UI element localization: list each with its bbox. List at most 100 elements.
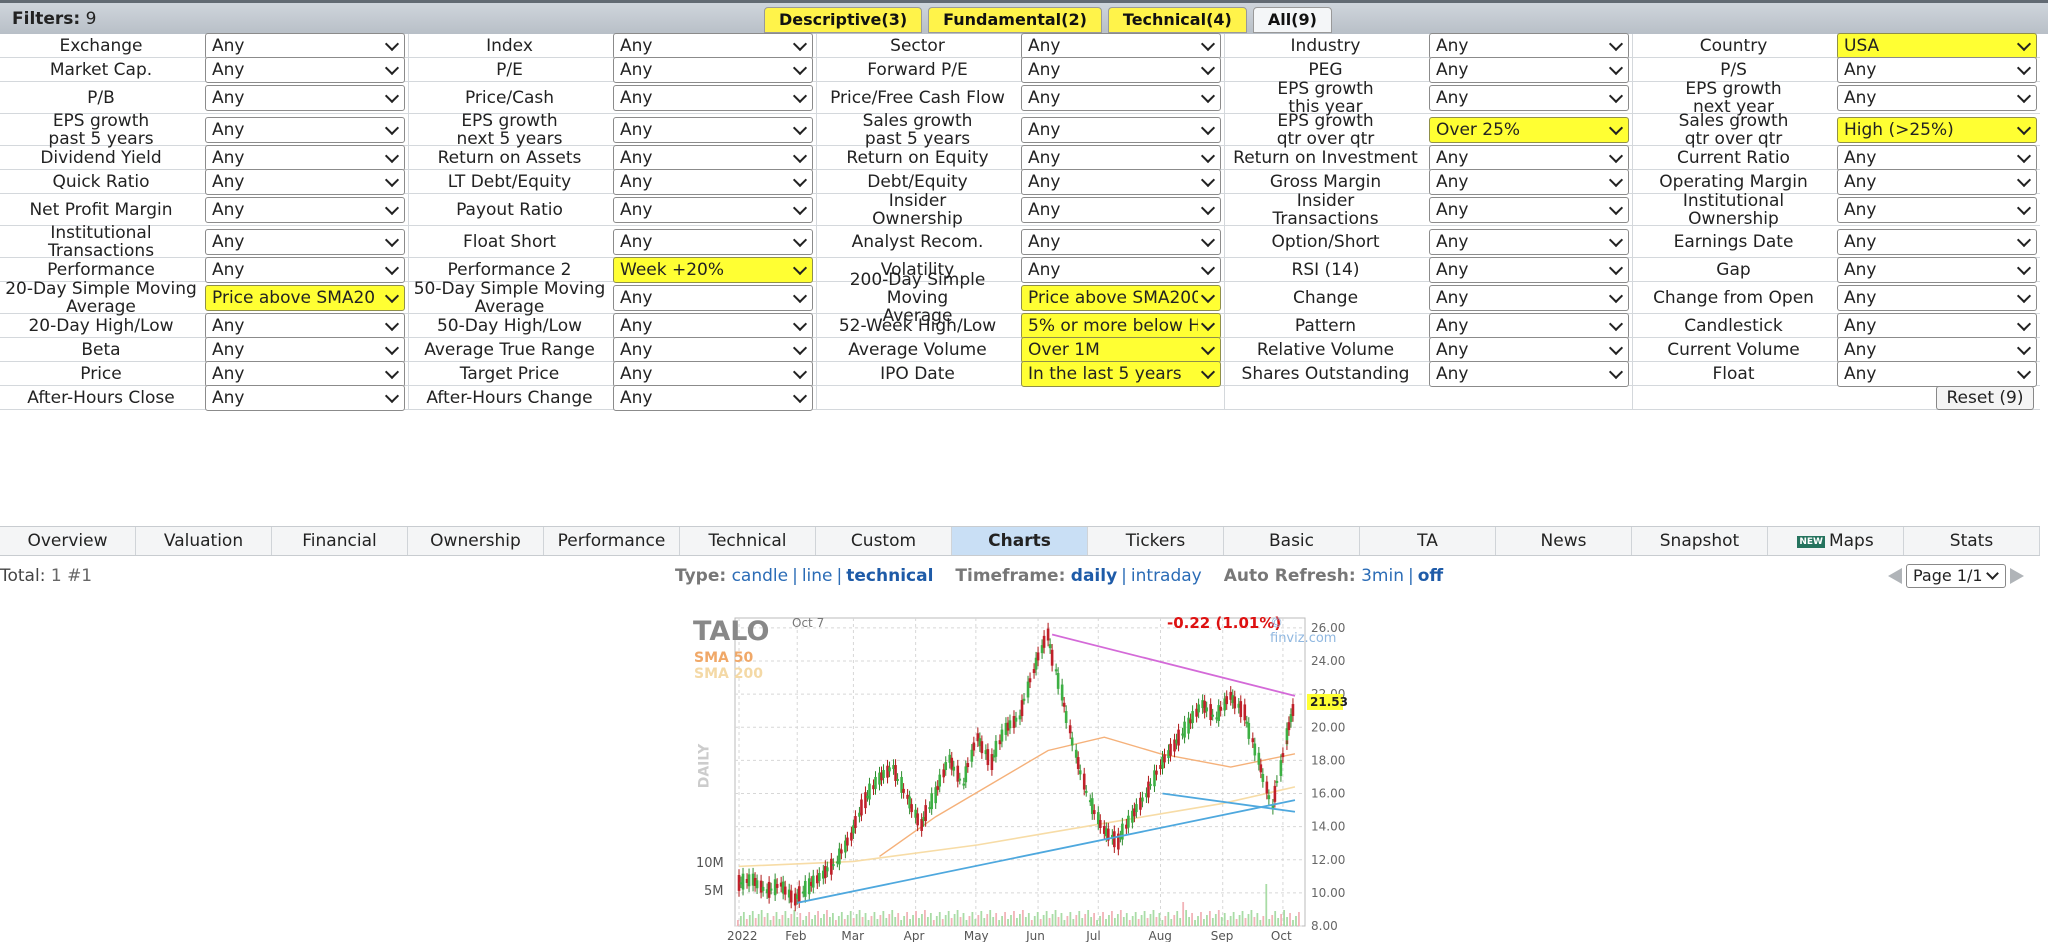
filter-select-average-true-range[interactable]: Any xyxy=(613,336,813,363)
filter-select-forward-p-e[interactable]: Any xyxy=(1021,56,1221,83)
filter-select-50-day-high-low[interactable]: Any xyxy=(613,312,813,339)
filter-select-current-volume[interactable]: Any xyxy=(1837,336,2037,363)
filter-select-shares-outstanding[interactable]: Any xyxy=(1429,360,1629,387)
filter-select-net-profit-margin[interactable]: Any xyxy=(205,196,405,223)
filter-select-p-e[interactable]: Any xyxy=(613,56,813,83)
view-tab-tickers[interactable]: Tickers xyxy=(1088,527,1224,555)
filter-select-p-s[interactable]: Any xyxy=(1837,56,2037,83)
filter-select-debt-equity[interactable]: Any xyxy=(1021,168,1221,195)
filter-select-gross-margin[interactable]: Any xyxy=(1429,168,1629,195)
filter-select-target-price[interactable]: Any xyxy=(613,360,813,387)
filter-select-performance-2[interactable]: Week +20% xyxy=(613,256,813,283)
view-tab-basic[interactable]: Basic xyxy=(1224,527,1360,555)
filter-select-performance[interactable]: Any xyxy=(205,256,405,283)
filter-select-earnings-date[interactable]: Any xyxy=(1837,228,2037,255)
filter-select-return-on-investment[interactable]: Any xyxy=(1429,144,1629,171)
view-tab-custom[interactable]: Custom xyxy=(816,527,952,555)
view-tab-snapshot[interactable]: Snapshot xyxy=(1632,527,1768,555)
filter-select-operating-margin[interactable]: Any xyxy=(1837,168,2037,195)
filter-select-industry[interactable]: Any xyxy=(1429,32,1629,59)
timeframe-option-intraday[interactable]: intraday xyxy=(1130,566,1202,586)
filter-select-option-short[interactable]: Any xyxy=(1429,228,1629,255)
filter-select-price-cash[interactable]: Any xyxy=(613,84,813,111)
tab-technical[interactable]: Technical(4) xyxy=(1107,7,1247,33)
filter-select-sales-growth-past-5-years[interactable]: Any xyxy=(1021,116,1221,143)
filter-select-sector[interactable]: Any xyxy=(1021,32,1221,59)
filter-select-beta[interactable]: Any xyxy=(205,336,405,363)
filter-select-return-on-assets[interactable]: Any xyxy=(613,144,813,171)
refresh-option-off[interactable]: off xyxy=(1417,566,1444,586)
filter-select-candlestick[interactable]: Any xyxy=(1837,312,2037,339)
view-tab-ta[interactable]: TA xyxy=(1360,527,1496,555)
filter-select-index[interactable]: Any xyxy=(613,32,813,59)
filter-select-20-day-high-low[interactable]: Any xyxy=(205,312,405,339)
page-select[interactable]: Page 1/1 xyxy=(1906,564,2006,588)
tab-descriptive[interactable]: Descriptive(3) xyxy=(764,7,923,33)
tab-fundamental[interactable]: Fundamental(2) xyxy=(928,7,1102,33)
filter-select-insider-ownership[interactable]: Any xyxy=(1021,196,1221,223)
view-tab-stats[interactable]: Stats xyxy=(1904,527,2040,555)
filter-select-country[interactable]: USA xyxy=(1837,32,2037,59)
refresh-option-3min[interactable]: 3min xyxy=(1361,566,1404,586)
filter-select-pattern[interactable]: Any xyxy=(1429,312,1629,339)
filter-select-200-day-simple-moving-average[interactable]: Price above SMA200 xyxy=(1021,284,1221,311)
filter-select-50-day-simple-moving-average[interactable]: Any xyxy=(613,284,813,311)
filter-select-peg[interactable]: Any xyxy=(1429,56,1629,83)
view-tab-valuation[interactable]: Valuation xyxy=(136,527,272,555)
filter-select-eps-growth-qtr-over-qtr[interactable]: Over 25% xyxy=(1429,116,1629,143)
filter-select-eps-growth-next-year[interactable]: Any xyxy=(1837,84,2037,111)
filter-select-relative-volume[interactable]: Any xyxy=(1429,336,1629,363)
view-tab-charts[interactable]: Charts xyxy=(952,527,1088,555)
type-option-line[interactable]: line xyxy=(801,566,833,586)
filter-select-change[interactable]: Any xyxy=(1429,284,1629,311)
view-tab-maps[interactable]: NEW Maps xyxy=(1768,527,1904,555)
filter-select-ipo-date[interactable]: In the last 5 years xyxy=(1021,360,1221,387)
filter-select-eps-growth-this-year[interactable]: Any xyxy=(1429,84,1629,111)
filter-select-institutional-transactions[interactable]: Any xyxy=(205,228,405,255)
filter-select-price[interactable]: Any xyxy=(205,360,405,387)
view-tab-news[interactable]: News xyxy=(1496,527,1632,555)
tab-all[interactable]: All(9) xyxy=(1252,7,1332,33)
filter-select-after-hours-close[interactable]: Any xyxy=(205,384,405,411)
view-tab-technical[interactable]: Technical xyxy=(680,527,816,555)
filter-select-volatility[interactable]: Any xyxy=(1021,256,1221,283)
filter-select-return-on-equity[interactable]: Any xyxy=(1021,144,1221,171)
candle-body xyxy=(990,754,994,771)
view-tab-performance[interactable]: Performance xyxy=(544,527,680,555)
filter-select-exchange[interactable]: Any xyxy=(205,32,405,59)
next-page-arrow-icon[interactable] xyxy=(2010,568,2024,584)
filter-select-average-volume[interactable]: Over 1M xyxy=(1021,336,1221,363)
filter-select-rsi-14[interactable]: Any xyxy=(1429,256,1629,283)
filter-select-p-b[interactable]: Any xyxy=(205,84,405,111)
filter-select-quick-ratio[interactable]: Any xyxy=(205,168,405,195)
filter-select-analyst-recom[interactable]: Any xyxy=(1021,228,1221,255)
timeframe-option-daily[interactable]: daily xyxy=(1070,566,1118,586)
view-tab-financial[interactable]: Financial xyxy=(272,527,408,555)
filter-select-price-free-cash-flow[interactable]: Any xyxy=(1021,84,1221,111)
filter-select-change-from-open[interactable]: Any xyxy=(1837,284,2037,311)
prev-page-arrow-icon[interactable] xyxy=(1888,568,1902,584)
filter-select-52-week-high-low[interactable]: 5% or more below High xyxy=(1021,312,1221,339)
filter-select-sales-growth-qtr-over-qtr[interactable]: High (>25%) xyxy=(1837,116,2037,143)
type-option-candle[interactable]: candle xyxy=(731,566,789,586)
filter-select-insider-transactions[interactable]: Any xyxy=(1429,196,1629,223)
filter-select-institutional-ownership[interactable]: Any xyxy=(1837,196,2037,223)
view-tab-ownership[interactable]: Ownership xyxy=(408,527,544,555)
ticker-chart[interactable]: 8.0010.0012.0014.0016.0018.0020.0022.002… xyxy=(690,608,1350,943)
filter-select-float[interactable]: Any xyxy=(1837,360,2037,387)
filter-select-float-short[interactable]: Any xyxy=(613,228,813,255)
view-tab-overview[interactable]: Overview xyxy=(0,527,136,555)
filter-select-market-cap[interactable]: Any xyxy=(205,56,405,83)
filter-select-current-ratio[interactable]: Any xyxy=(1837,144,2037,171)
filter-select-eps-growth-next-5-years[interactable]: Any xyxy=(613,116,813,143)
filter-select-lt-debt-equity[interactable]: Any xyxy=(613,168,813,195)
filter-select-gap[interactable]: Any xyxy=(1837,256,2037,283)
reset-button[interactable]: Reset (9) xyxy=(1936,385,2034,410)
filter-select-after-hours-change[interactable]: Any xyxy=(613,384,813,411)
filter-select-payout-ratio[interactable]: Any xyxy=(613,196,813,223)
type-option-technical[interactable]: technical xyxy=(846,566,934,586)
filter-select-eps-growth-past-5-years[interactable]: Any xyxy=(205,116,405,143)
filter-select-20-day-simple-moving-average[interactable]: Price above SMA20 xyxy=(205,284,405,311)
candle-body xyxy=(938,774,942,787)
filter-select-dividend-yield[interactable]: Any xyxy=(205,144,405,171)
